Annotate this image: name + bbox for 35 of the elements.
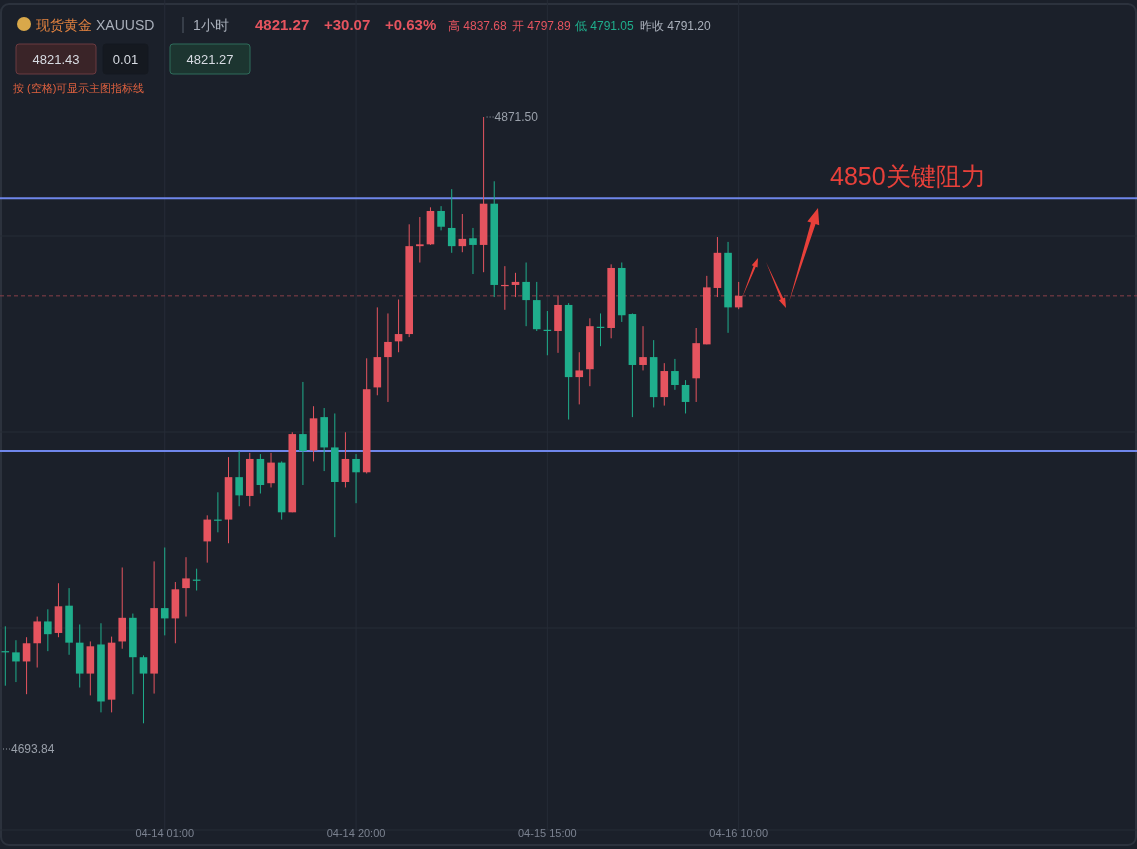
- candlestick: [522, 262, 530, 327]
- candlestick: [511, 272, 520, 298]
- candlestick: [267, 452, 275, 488]
- chart-title: 现货黄金 XAUUSD: [36, 17, 155, 33]
- header: 现货黄金 XAUUSD 1小时 4821.27 +30.07 +0.63% 高 4837.68 开 4797.89 低 4791.05 昨收 4791.20 4821.43 0.01 4821.27 按 (空格)可显示主图指标线: [13, 16, 711, 94]
- candlestick: [447, 188, 456, 254]
- candlestick: [118, 566, 127, 650]
- candlestick: [639, 325, 647, 371]
- candlestick: [33, 616, 41, 669]
- candlestick: [44, 608, 52, 652]
- candlestick: [416, 216, 424, 264]
- x-tick-label: 04-15 15:00: [518, 827, 577, 839]
- candlestick: [341, 431, 350, 488]
- candlestick: [671, 358, 679, 391]
- text: 4693.84: [11, 742, 55, 756]
- x-tick-label: 04-14 01:00: [135, 827, 195, 839]
- candlestick: [160, 546, 169, 636]
- candlestick: [575, 351, 584, 405]
- x-tick-label: 04-14 20:00: [326, 827, 386, 839]
- chart-subtitle: 1小时: [193, 17, 229, 33]
- annotation: 4871.50: [494, 110, 539, 124]
- candlestick: [12, 639, 20, 683]
- candlestick: [384, 312, 392, 403]
- x-tick-label: 04-16 10:00: [709, 827, 769, 839]
- candlestick: [139, 654, 148, 724]
- candlestick: [352, 453, 360, 504]
- candlestick: [235, 450, 243, 507]
- candlestick: [182, 556, 190, 618]
- candlestick: [203, 514, 212, 564]
- candlestick: [437, 205, 445, 231]
- candlestick: [681, 379, 690, 414]
- candlestick: [299, 381, 307, 486]
- candlestick: [22, 636, 31, 695]
- candlestick: [469, 227, 477, 275]
- ref-line-label: 4850关键阻力: [830, 162, 986, 191]
